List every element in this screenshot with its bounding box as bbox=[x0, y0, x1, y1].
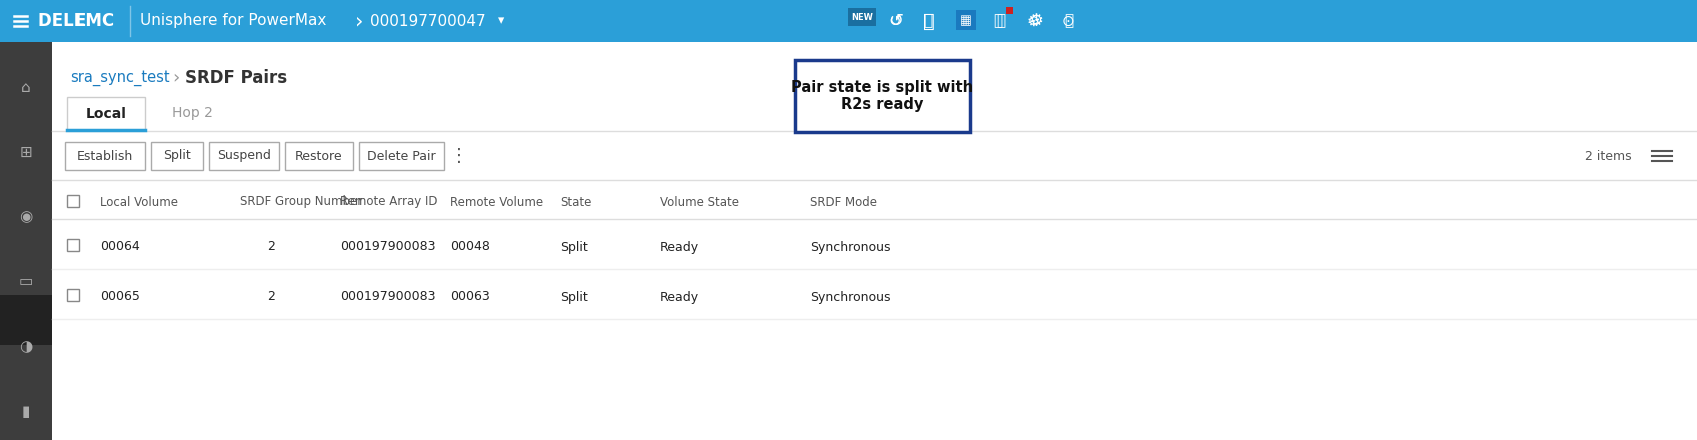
Text: Ready: Ready bbox=[660, 241, 699, 253]
Text: D​ELL: D​ELL bbox=[37, 12, 85, 30]
Bar bbox=[0, 295, 53, 345]
Text: ›: › bbox=[171, 69, 180, 87]
Text: SRDF Group Number: SRDF Group Number bbox=[239, 195, 361, 209]
Text: Suspend: Suspend bbox=[217, 150, 272, 162]
Text: Split: Split bbox=[560, 290, 587, 304]
Text: ▾: ▾ bbox=[497, 15, 504, 27]
Text: ▭: ▭ bbox=[955, 14, 971, 29]
Text: 000197900083: 000197900083 bbox=[339, 290, 436, 304]
Text: 2 items: 2 items bbox=[1585, 150, 1633, 162]
Text: ↺: ↺ bbox=[889, 14, 901, 29]
Text: 2: 2 bbox=[266, 241, 275, 253]
FancyBboxPatch shape bbox=[66, 97, 144, 130]
Text: ⊞: ⊞ bbox=[20, 144, 32, 159]
Text: Establish: Establish bbox=[76, 150, 132, 162]
Bar bbox=[66, 195, 80, 207]
Text: Remote Volume: Remote Volume bbox=[450, 195, 543, 209]
Text: Ready: Ready bbox=[660, 290, 699, 304]
Text: State: State bbox=[560, 195, 591, 209]
Text: 00063: 00063 bbox=[450, 290, 490, 304]
Text: ⚙: ⚙ bbox=[1027, 14, 1040, 29]
Text: Synchronous: Synchronous bbox=[809, 241, 891, 253]
Text: 000197900083: 000197900083 bbox=[339, 241, 436, 253]
Text: Split: Split bbox=[163, 150, 190, 162]
Text: 🔔: 🔔 bbox=[993, 14, 1003, 29]
Bar bbox=[66, 289, 80, 301]
Bar bbox=[848, 8, 876, 26]
Text: Local: Local bbox=[85, 106, 127, 121]
Text: 00064: 00064 bbox=[100, 241, 139, 253]
Text: 2: 2 bbox=[266, 290, 275, 304]
Bar bbox=[955, 10, 976, 30]
Bar bbox=[0, 0, 1697, 42]
Text: ◉: ◉ bbox=[19, 209, 32, 224]
Text: sra_sync_test: sra_sync_test bbox=[70, 70, 170, 86]
Text: ⚙: ⚙ bbox=[1028, 12, 1044, 30]
Text: ▪: ▪ bbox=[854, 14, 864, 29]
Text: ▮: ▮ bbox=[22, 404, 31, 419]
Text: 👤: 👤 bbox=[1064, 14, 1074, 29]
FancyBboxPatch shape bbox=[151, 142, 204, 170]
FancyBboxPatch shape bbox=[794, 60, 971, 132]
FancyBboxPatch shape bbox=[209, 142, 278, 170]
Text: Restore: Restore bbox=[295, 150, 343, 162]
Text: Hop 2: Hop 2 bbox=[171, 106, 212, 121]
Text: ⌂: ⌂ bbox=[20, 80, 31, 95]
Text: 00048: 00048 bbox=[450, 241, 490, 253]
Text: NEW: NEW bbox=[852, 12, 872, 22]
Text: 🔔: 🔔 bbox=[996, 14, 1006, 29]
Text: ↺: ↺ bbox=[889, 12, 903, 30]
Text: Local Volume: Local Volume bbox=[100, 195, 178, 209]
Text: Delete Pair: Delete Pair bbox=[367, 150, 436, 162]
Text: ⋮: ⋮ bbox=[450, 147, 468, 165]
Text: SRDF Pairs: SRDF Pairs bbox=[185, 69, 287, 87]
Text: Synchronous: Synchronous bbox=[809, 290, 891, 304]
Text: Remote Array ID: Remote Array ID bbox=[339, 195, 438, 209]
Text: EMC: EMC bbox=[75, 12, 114, 30]
Text: Unisphere for PowerMax: Unisphere for PowerMax bbox=[139, 14, 326, 29]
Text: ⊙: ⊙ bbox=[1062, 14, 1074, 29]
Text: ⌕: ⌕ bbox=[923, 14, 933, 29]
Bar bbox=[0, 42, 53, 440]
FancyBboxPatch shape bbox=[285, 142, 353, 170]
Text: ▦: ▦ bbox=[961, 15, 972, 27]
Text: ›: › bbox=[355, 11, 363, 31]
Text: ▭: ▭ bbox=[19, 275, 34, 290]
Text: 00065: 00065 bbox=[100, 290, 139, 304]
Text: Pair state is split with
R2s ready: Pair state is split with R2s ready bbox=[791, 80, 974, 112]
Text: 000197700047: 000197700047 bbox=[370, 14, 485, 29]
FancyBboxPatch shape bbox=[64, 142, 144, 170]
Text: ◑: ◑ bbox=[19, 340, 32, 355]
Bar bbox=[66, 239, 80, 251]
Text: SRDF Mode: SRDF Mode bbox=[809, 195, 877, 209]
Bar bbox=[1006, 7, 1013, 14]
Text: Split: Split bbox=[560, 241, 587, 253]
Text: Volume State: Volume State bbox=[660, 195, 738, 209]
Text: ⌕: ⌕ bbox=[923, 11, 935, 30]
FancyBboxPatch shape bbox=[360, 142, 445, 170]
